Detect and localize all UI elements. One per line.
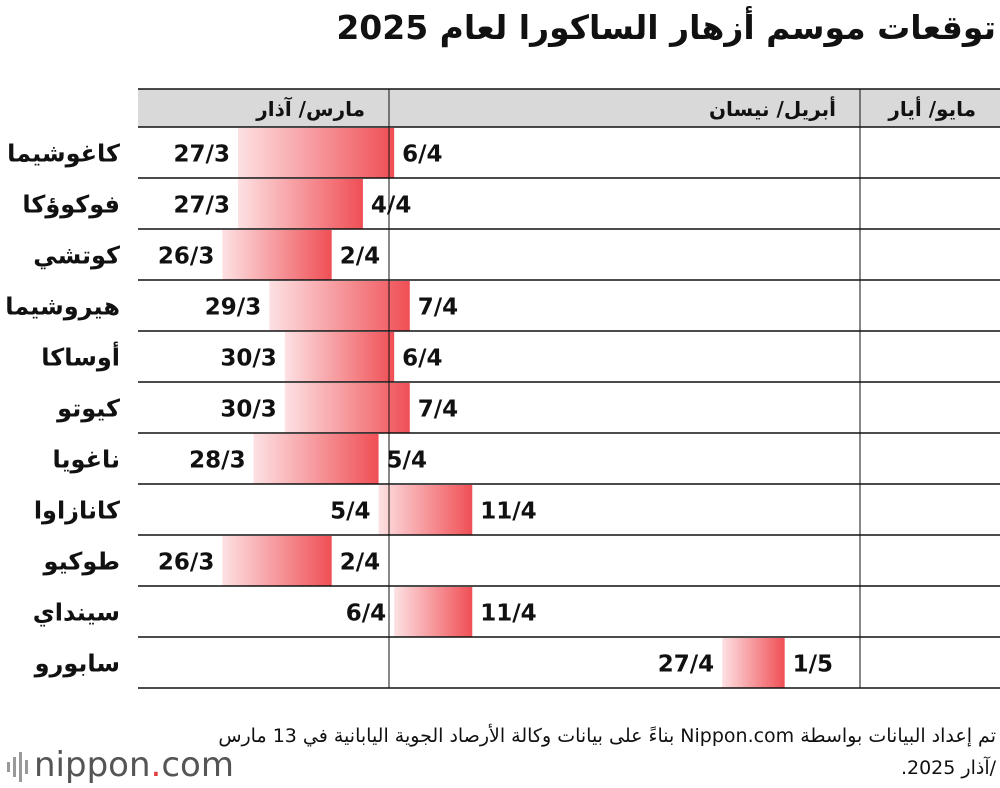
end-date-label: 7/4 (418, 295, 458, 321)
bloom-bar (284, 332, 395, 382)
end-date-label: 11/4 (480, 499, 536, 525)
bloom-bar (394, 587, 473, 637)
bloom-chart: مارس/ آذار أبريل/ نيسان مايو/ أيار 27/3 6/4 ك… (5, 88, 1000, 689)
end-date-label: 1/5 (793, 652, 833, 678)
bloom-bar (237, 128, 395, 178)
month-label: مايو/ أيار (887, 95, 976, 121)
bloom-bar (269, 281, 410, 331)
end-date-label: 6/4 (402, 346, 442, 372)
month-label: أبريل/ نيسان (709, 95, 836, 121)
logo-suffix: com (161, 745, 234, 785)
end-date-label: 11/4 (480, 601, 536, 627)
source-note: تم إعداد البيانات بواسطة Nippon.com بناء… (218, 725, 996, 779)
city-label: طوكيو (43, 548, 120, 576)
nippon-logo: nippon.com (6, 745, 234, 785)
end-date-label: 2/4 (340, 244, 380, 270)
city-label: ناغويا (53, 446, 121, 474)
month-header-band (138, 89, 1000, 127)
city-label: سابورو (34, 650, 120, 678)
city-label: هيروشيما (5, 293, 120, 321)
city-label: فوكوؤكا (22, 191, 120, 219)
start-date-label: 26/3 (158, 550, 214, 576)
bloom-bar (222, 536, 332, 586)
start-date-label: 26/3 (158, 244, 214, 270)
bloom-bar (222, 230, 332, 280)
city-label: سينداي (33, 599, 120, 627)
bloom-bar (253, 434, 379, 484)
city-label: كيوتو (56, 395, 120, 423)
start-date-label: 27/3 (174, 193, 230, 219)
end-date-label: 7/4 (418, 397, 458, 423)
city-label: كوتشي (33, 242, 120, 270)
logo-name: nippon (34, 745, 151, 785)
start-date-label: 30/3 (220, 397, 276, 423)
end-date-label: 4/4 (371, 193, 411, 219)
start-date-label: 28/3 (189, 448, 245, 474)
city-label: أوساكا (41, 342, 120, 372)
end-date-label: 6/4 (402, 142, 442, 168)
bloom-bar (722, 638, 785, 688)
start-date-label: 6/4 (346, 601, 386, 627)
bloom-bar (378, 485, 473, 535)
start-date-label: 27/4 (658, 652, 714, 678)
start-date-label: 27/3 (174, 142, 230, 168)
end-date-label: 2/4 (340, 550, 380, 576)
start-date-label: 5/4 (330, 499, 370, 525)
start-date-label: 29/3 (205, 295, 261, 321)
bloom-bar (284, 383, 410, 433)
end-date-label: 5/4 (387, 448, 427, 474)
chart-title: توقعات موسم أزهار الساكورا لعام 2025 (336, 8, 996, 47)
city-label: كانازاوا (34, 497, 120, 525)
start-date-label: 30/3 (220, 346, 276, 372)
logo-dot: . (150, 745, 162, 785)
city-label: كاغوشيما (7, 140, 120, 168)
bloom-bar (237, 179, 363, 229)
month-label: مارس/ آذار (255, 96, 365, 121)
logo-bars-icon (7, 751, 28, 782)
